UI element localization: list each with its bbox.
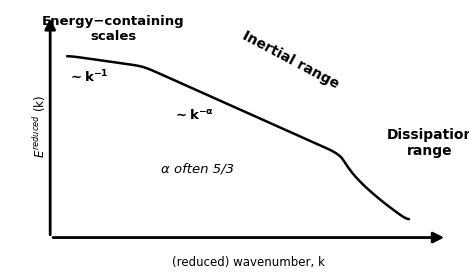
Text: $\mathbf{\sim k^{-\alpha}}$: $\mathbf{\sim k^{-\alpha}}$ — [173, 108, 214, 122]
Text: (reduced) wavenumber, k: (reduced) wavenumber, k — [172, 256, 325, 269]
Text: $\mathbf{\sim k^{-1}}$: $\mathbf{\sim k^{-1}}$ — [68, 69, 109, 85]
Text: $E^{reduced}\ \mathregular{(k)}$: $E^{reduced}\ \mathregular{(k)}$ — [31, 95, 48, 158]
Text: Inertial range: Inertial range — [240, 29, 341, 92]
Text: Dissipation
range: Dissipation range — [386, 128, 469, 158]
Text: Energy−containing
scales: Energy−containing scales — [42, 16, 185, 43]
Text: α often 5/3: α often 5/3 — [161, 163, 234, 175]
